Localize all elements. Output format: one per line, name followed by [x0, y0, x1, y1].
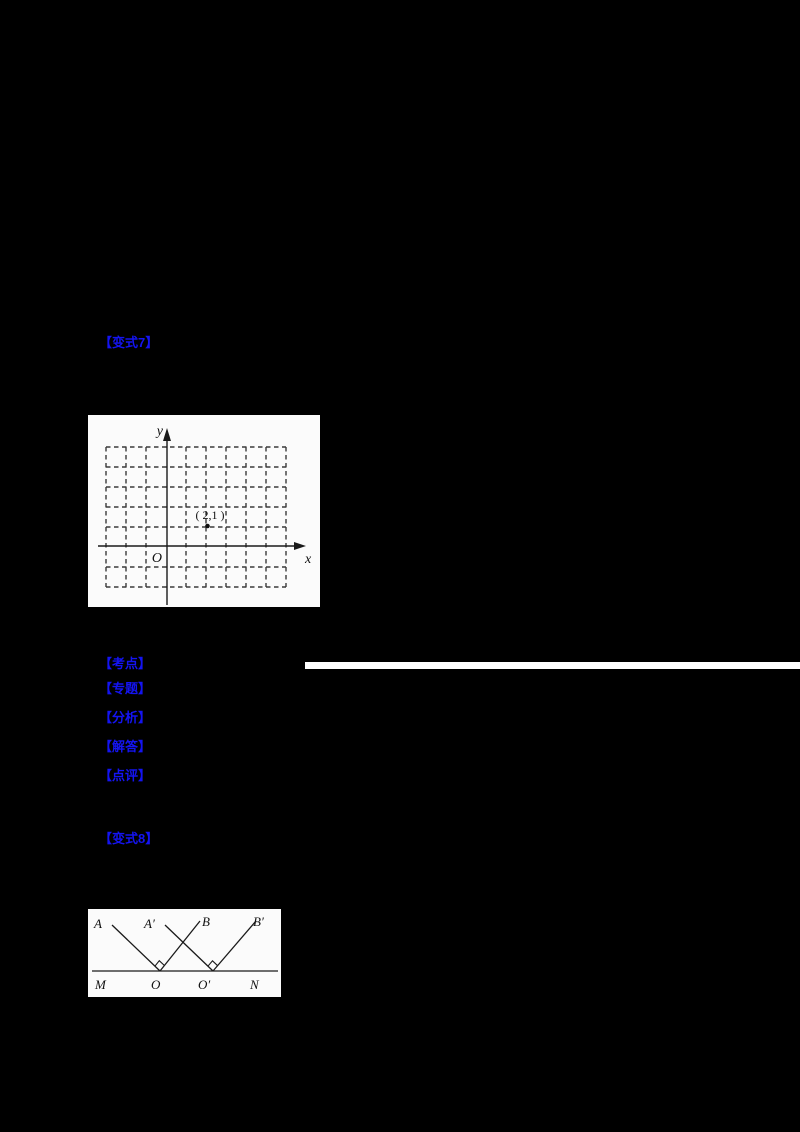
solution-section-zhuanti: 【专题】: [99, 681, 152, 696]
origin-label: O: [152, 551, 162, 566]
label-N: N: [249, 977, 260, 992]
ray-OprimeBprime: [212, 920, 257, 972]
right-angle-mark-O: [154, 959, 165, 967]
perpendicular-rays-svg: A A′ B B′ M O O′ N: [92, 914, 278, 992]
answer-blank-bar: [305, 662, 800, 669]
label-O-prime: O′: [198, 977, 210, 992]
point-dot: [205, 523, 210, 529]
label-B-prime: B′: [253, 914, 264, 929]
ray-OB: [159, 920, 201, 972]
label-A-prime: A′: [143, 916, 155, 931]
coordinate-grid-svg: y x O ( 2,1 ): [98, 424, 312, 605]
variation-7-label: 【变式7】: [99, 335, 159, 350]
variation-8-label: 【变式8】: [99, 831, 159, 846]
grid-dashed-lines: [105, 446, 287, 588]
y-axis: [163, 428, 171, 605]
x-axis-arrow: [294, 542, 306, 550]
figure-lines: [92, 920, 278, 972]
solution-section-jieda: 【解答】: [99, 739, 152, 754]
solution-section-dianping: 【点评】: [99, 768, 152, 783]
solution-section-fenxi: 【分析】: [99, 710, 152, 725]
label-A: A: [93, 916, 102, 931]
label-B: B: [202, 914, 210, 929]
ray-OA: [111, 924, 161, 972]
y-axis-arrow: [163, 428, 171, 441]
coordinate-grid-figure: y x O ( 2,1 ): [88, 415, 320, 607]
y-axis-label: y: [155, 424, 164, 439]
label-O: O: [151, 977, 161, 992]
solution-section-kaodian: 【考点】: [99, 656, 152, 671]
x-axis: [98, 542, 306, 550]
ray-OprimeAprime: [164, 924, 214, 972]
perpendicular-rays-figure: A A′ B B′ M O O′ N: [88, 909, 281, 997]
point-label: ( 2,1 ): [196, 508, 225, 522]
x-axis-label: x: [304, 552, 312, 567]
label-M: M: [94, 977, 107, 992]
right-angle-mark-Oprime: [207, 959, 218, 967]
